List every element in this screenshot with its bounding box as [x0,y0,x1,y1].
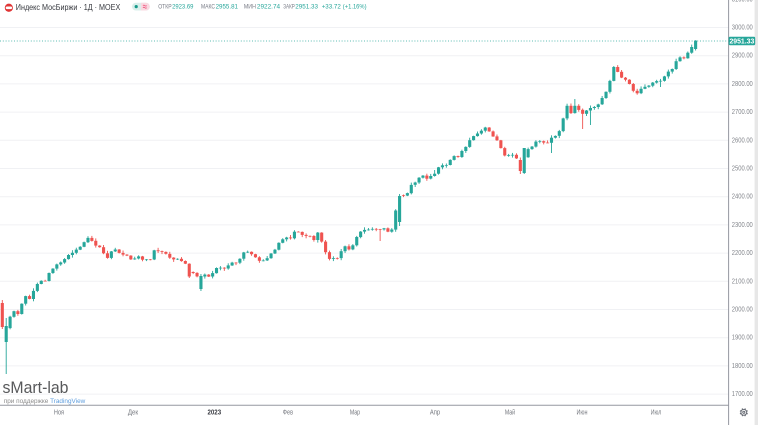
svg-text:2000.00: 2000.00 [732,306,753,314]
svg-text:3000.00: 3000.00 [732,24,753,32]
svg-text:1900.00: 1900.00 [732,334,753,342]
svg-text:2923.69: 2923.69 [172,3,194,10]
svg-text:Апр: Апр [430,408,440,417]
svg-text:3100.00: 3100.00 [732,0,753,3]
svg-text:+33.72: +33.72 [322,3,342,10]
svg-text:Ноя: Ноя [54,408,64,417]
svg-text:Дек: Дек [128,408,139,417]
svg-text:Май: Май [505,408,515,417]
svg-text:2100.00: 2100.00 [732,277,753,285]
svg-text:2700.00: 2700.00 [732,108,753,116]
svg-text:Индекс МосБиржи · 1Д · MOEX: Индекс МосБиржи · 1Д · MOEX [16,3,121,12]
svg-text:1800.00: 1800.00 [732,362,753,370]
svg-text:Мар: Мар [350,408,360,417]
svg-text:2300.00: 2300.00 [732,221,753,229]
svg-text:ОТКР: ОТКР [158,3,171,10]
svg-text:2800.00: 2800.00 [732,80,753,88]
svg-text:1700.00: 1700.00 [732,390,753,398]
svg-text:2200.00: 2200.00 [732,249,753,257]
svg-text:2500.00: 2500.00 [732,165,753,173]
svg-text:Июл: Июл [651,408,662,417]
svg-text:МИН: МИН [244,3,256,10]
svg-text:2955.81: 2955.81 [216,3,239,10]
svg-text:при поддержке TradingView: при поддержке TradingView [4,398,86,405]
svg-text:2922.74: 2922.74 [257,3,281,10]
svg-text:2951.33: 2951.33 [295,3,318,10]
svg-text:(+1.16%): (+1.16%) [343,3,367,10]
svg-text:МАКС: МАКС [201,3,215,10]
svg-text:sMart-lab: sMart-lab [3,378,69,397]
svg-text:2023: 2023 [207,408,221,417]
svg-text:2400.00: 2400.00 [732,193,753,201]
svg-text:2900.00: 2900.00 [732,52,753,60]
svg-text:Фев: Фев [283,408,293,417]
svg-text:ЗАКР: ЗАКР [283,3,295,10]
svg-text:2600.00: 2600.00 [732,136,753,144]
svg-text:2951.33: 2951.33 [729,39,754,46]
svg-text:Июн: Июн [577,408,588,417]
